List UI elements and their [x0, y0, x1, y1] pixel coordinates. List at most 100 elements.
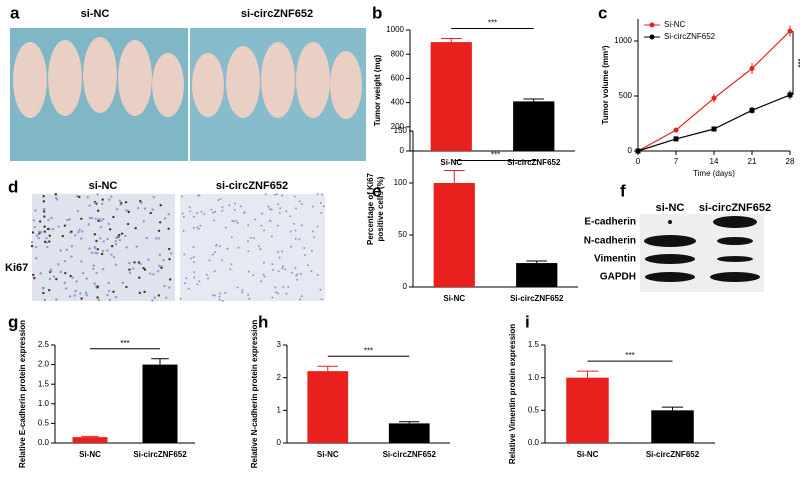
y-tick-label: 600: [391, 74, 405, 83]
cell: [212, 211, 215, 214]
cell: [298, 200, 301, 203]
cell: [80, 260, 83, 263]
cell: [80, 217, 83, 220]
cell: [112, 215, 115, 219]
ihc-label: si-NC: [89, 180, 118, 192]
cell: [262, 273, 265, 276]
cell: [157, 229, 161, 233]
cell: [167, 213, 170, 216]
photo-a: [10, 28, 366, 161]
cell: [118, 199, 122, 202]
panel-letter: e: [372, 181, 381, 200]
cell: [148, 272, 152, 275]
cell: [43, 298, 46, 302]
cell: [43, 225, 46, 228]
cell: [139, 199, 142, 203]
cell: [182, 229, 185, 232]
cell: [307, 264, 310, 267]
cell: [182, 215, 185, 218]
cell: [228, 204, 231, 207]
cell: [219, 197, 222, 200]
cell: [157, 294, 161, 297]
cell: [193, 215, 196, 218]
cell: [295, 274, 298, 277]
cell: [46, 245, 49, 249]
cell: [54, 196, 58, 200]
cell: [94, 251, 97, 254]
cell: [42, 208, 45, 211]
y-tick-label: 2.0: [38, 360, 50, 369]
cell: [168, 278, 172, 281]
marker: [787, 92, 793, 98]
cell: [289, 230, 292, 233]
cell: [39, 230, 43, 234]
cell: [112, 290, 115, 293]
cell: [190, 257, 193, 260]
cell: [79, 292, 82, 295]
cell: [272, 268, 275, 271]
ihc-label: si-circZNF652: [216, 180, 288, 192]
cell: [196, 212, 199, 215]
cell: [114, 263, 118, 266]
cell: [179, 297, 182, 300]
cell: [183, 282, 186, 285]
cell: [247, 224, 250, 227]
y-tick-label: 0: [403, 282, 408, 291]
significance: ***: [491, 151, 500, 160]
cell: [66, 218, 69, 222]
bar: [433, 183, 475, 287]
cell: [294, 207, 297, 210]
cell: [320, 201, 323, 204]
cell: [101, 249, 105, 253]
cell: [260, 224, 263, 227]
cell: [192, 261, 195, 264]
cell: [81, 230, 84, 233]
y-axis-label: Percentage of Ki67: [366, 172, 375, 245]
y-tick-label: 0: [400, 146, 405, 155]
cell: [92, 264, 96, 267]
cell: [192, 227, 195, 230]
cell: [273, 193, 276, 196]
cell: [125, 246, 128, 249]
cell: [137, 206, 140, 210]
cell: [55, 277, 58, 281]
cell: [145, 236, 148, 240]
cell: [78, 228, 81, 232]
cell: [128, 262, 131, 265]
significance: ***: [625, 351, 634, 360]
cell: [50, 216, 53, 220]
cell: [277, 203, 280, 206]
cell: [300, 224, 303, 227]
cell: [147, 258, 150, 261]
cell: [68, 295, 72, 298]
cell: [263, 275, 266, 278]
cell: [236, 286, 239, 289]
y-tick-label: 0: [628, 146, 633, 155]
cell: [46, 227, 50, 231]
cell: [158, 264, 161, 268]
cell: [157, 237, 160, 240]
cell: [121, 281, 125, 284]
cell: [110, 244, 114, 248]
cell: [47, 288, 51, 292]
cell: [300, 295, 303, 298]
cell: [128, 271, 132, 275]
cell: [214, 244, 217, 247]
cell: [106, 293, 109, 297]
cell: [271, 296, 274, 299]
significance: ***: [364, 346, 373, 355]
bar: [307, 371, 349, 443]
y-tick-label: 1.0: [38, 399, 50, 408]
cell: [239, 205, 242, 208]
blot-row-label: N-cadherin: [584, 236, 636, 247]
bar: [388, 423, 430, 443]
cell: [158, 221, 162, 224]
y-tick-label: 100: [394, 178, 408, 187]
legend-marker: [649, 22, 655, 28]
cell: [70, 230, 73, 233]
cell: [102, 240, 106, 243]
cell: [118, 238, 122, 242]
cell: [102, 217, 105, 221]
y-tick-label: 800: [391, 49, 405, 58]
panel-letter: a: [10, 3, 20, 22]
